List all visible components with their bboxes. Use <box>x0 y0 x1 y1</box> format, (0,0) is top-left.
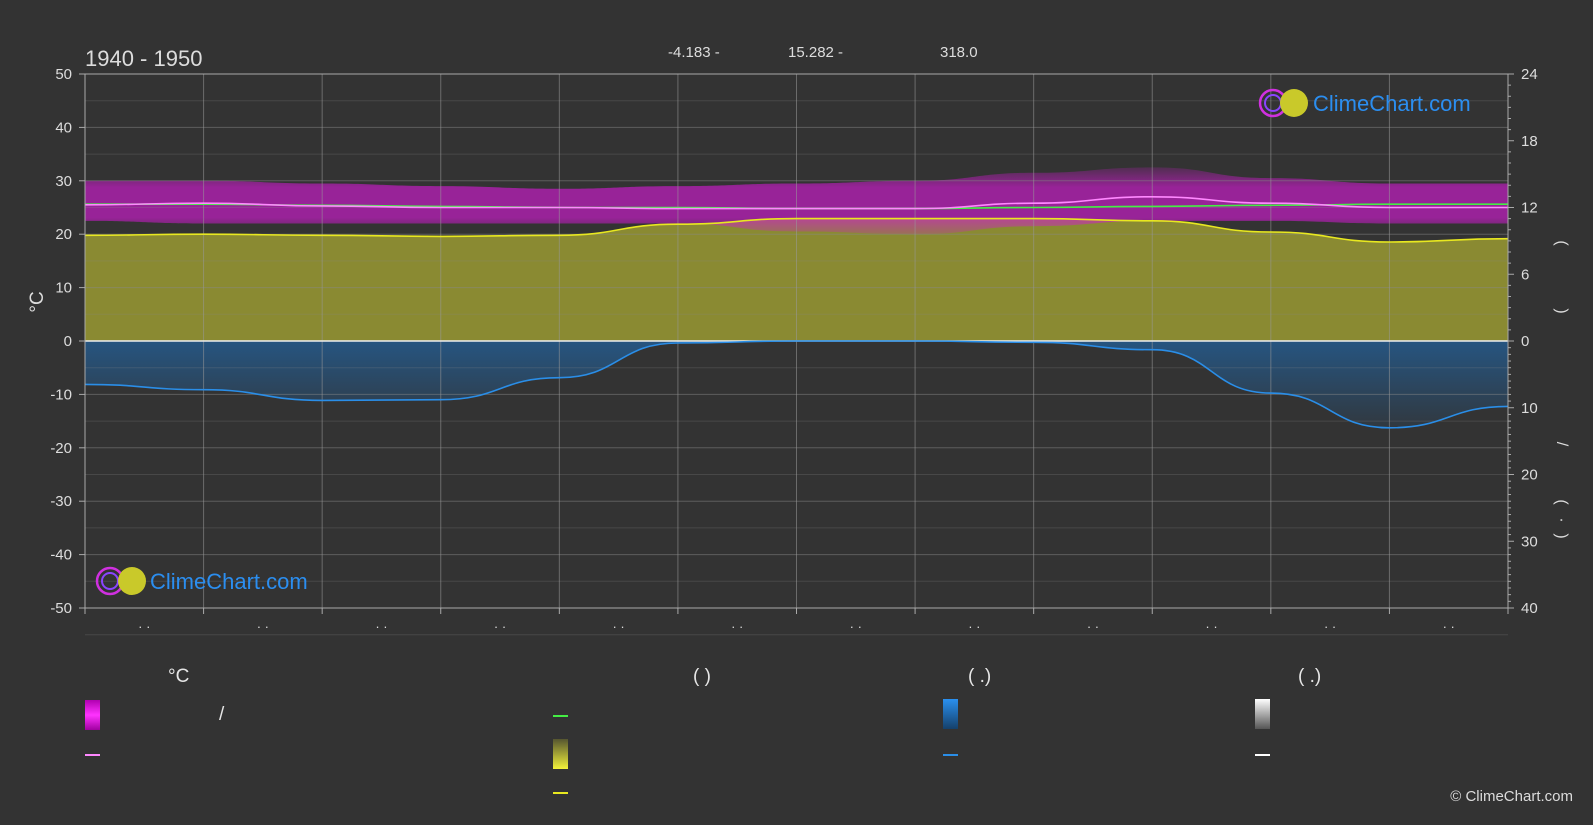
right-tick-label: 40 <box>1521 600 1538 617</box>
rain-range-swatch <box>943 699 958 729</box>
left-tick-label: -10 <box>50 386 72 403</box>
right-tick-label: 20 <box>1521 467 1538 484</box>
right-tick-label: 0 <box>1521 333 1529 350</box>
left-tick-label: -20 <box>50 440 72 457</box>
left-tick-label: 40 <box>55 119 72 136</box>
snow-mean-swatch <box>1255 754 1270 756</box>
snow-range-swatch <box>1255 699 1270 729</box>
right-tick-label: 24 <box>1521 66 1538 83</box>
left-tick-label: -50 <box>50 600 72 617</box>
logo-sun-icon <box>118 567 146 595</box>
left-tick-label: 10 <box>55 280 72 297</box>
temperature-mean-line <box>84 195 1508 210</box>
left-tick-label: -30 <box>50 493 72 510</box>
legend-rain-heading: ( .) <box>968 666 992 687</box>
left-axis-unit: °C <box>27 291 48 312</box>
copyright-notice: © ClimeChart.com <box>1450 788 1573 805</box>
month-label: · · <box>850 619 862 634</box>
month-label: · · <box>1443 619 1455 634</box>
legend-temperature-heading: °C <box>168 666 190 687</box>
climechart-logo-bottom[interactable]: ClimeChart.com <box>95 566 308 596</box>
sunshine-line <box>84 217 1509 243</box>
logo-text: ClimeChart.com <box>1313 91 1471 116</box>
left-tick-label: -40 <box>50 547 72 564</box>
left-tick-label: 50 <box>55 66 72 83</box>
sunshine-range-swatch <box>553 739 568 769</box>
month-label: · · <box>1205 619 1217 634</box>
right-tick-label: 18 <box>1521 133 1538 150</box>
stat-value-2: 15.282 - <box>788 44 843 61</box>
right-axis-mark: ( <box>1553 240 1570 246</box>
daylight-swatch <box>553 715 568 717</box>
right-tick-label: 10 <box>1521 400 1538 417</box>
climechart-logo-top[interactable]: ClimeChart.com <box>1258 88 1471 118</box>
left-tick-label: 30 <box>55 173 72 190</box>
month-label: · · <box>494 619 506 634</box>
legend-snow-heading: ( .) <box>1298 666 1322 687</box>
stat-value-1: -4.183 - <box>668 44 720 61</box>
month-label: · · <box>1324 619 1336 634</box>
left-tick-label: 0 <box>64 333 72 350</box>
month-label: · · <box>375 619 387 634</box>
stat-value-3: 318.0 <box>940 44 978 61</box>
left-tick-label: 20 <box>55 226 72 243</box>
month-label: · · <box>138 619 150 634</box>
right-tick-label: 30 <box>1521 533 1538 550</box>
month-label: · · <box>1087 619 1099 634</box>
period-title: 1940 - 1950 <box>85 46 202 71</box>
temperature-range-swatch <box>85 700 100 730</box>
line-layer <box>84 195 1509 429</box>
right-axis-mark: ) <box>1553 533 1570 538</box>
precipitation-line <box>84 340 1509 429</box>
right-axis-mark: ) <box>1553 308 1570 313</box>
right-axis-mark: ( <box>1553 499 1570 505</box>
rain-mean-swatch <box>943 754 958 756</box>
right-axis-mark: / <box>1553 442 1570 447</box>
sunshine-mean-swatch <box>553 792 568 794</box>
right-axis-labels: ( ) / ( · ) <box>1553 240 1570 538</box>
right-tick-label: 6 <box>1521 266 1529 283</box>
axes-layer: 50 40 30 20 10 0 -10 -20 -30 -40 -50 24 18 12 6 0 10 20 30… <box>50 66 1537 634</box>
month-label: · · <box>257 619 269 634</box>
month-label: · · <box>612 619 624 634</box>
legend-sunshine-heading: ( ) <box>693 666 711 687</box>
right-axis-mark: · <box>1553 517 1570 522</box>
month-label: · · <box>731 619 743 634</box>
month-label: · · <box>968 619 980 634</box>
right-tick-label: 12 <box>1521 200 1538 217</box>
logo-text: ClimeChart.com <box>150 569 308 594</box>
temperature-mean-swatch <box>85 754 100 756</box>
temperature-range-label: / <box>219 704 225 725</box>
logo-ring-icon <box>1264 94 1282 112</box>
logo-sun-icon <box>1280 89 1308 117</box>
